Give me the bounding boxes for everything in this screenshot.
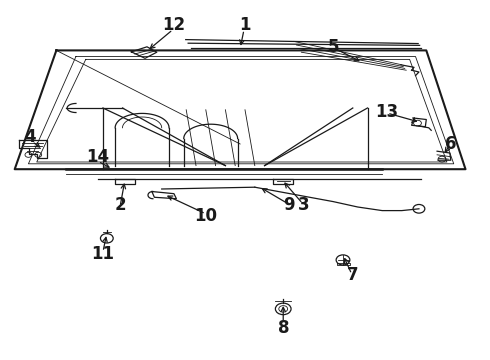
Text: 7: 7 <box>347 266 359 284</box>
Text: 2: 2 <box>114 196 126 214</box>
Text: 5: 5 <box>327 38 339 56</box>
Text: 13: 13 <box>375 103 399 121</box>
Text: 12: 12 <box>162 16 186 34</box>
Text: 8: 8 <box>278 319 290 337</box>
Text: 10: 10 <box>195 207 217 225</box>
Text: 6: 6 <box>445 135 457 153</box>
Text: 14: 14 <box>86 148 110 166</box>
Text: 3: 3 <box>298 196 310 214</box>
Text: 11: 11 <box>92 245 114 263</box>
Text: 9: 9 <box>283 196 295 214</box>
Text: 4: 4 <box>24 128 36 146</box>
Text: 1: 1 <box>239 16 251 34</box>
